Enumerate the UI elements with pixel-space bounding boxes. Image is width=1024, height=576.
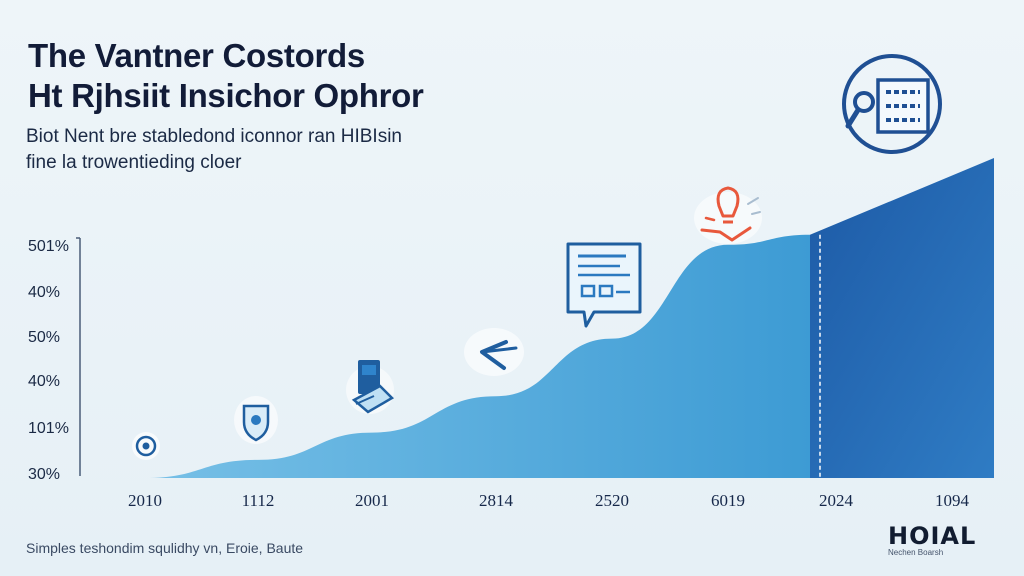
- brand-logo: HOIAL Nechen Boarsh: [888, 522, 998, 557]
- y-tick-label: 40%: [28, 284, 60, 301]
- chart-subtitle-line: Biot Nent bre stabledond iconnor ran HIB…: [26, 126, 402, 147]
- brand-tagline: Nechen Boarsh: [888, 548, 944, 557]
- footer-note: Simples teshondim squlidhy vn, Eroie, Ba…: [26, 540, 304, 556]
- document-chat-icon: [566, 242, 642, 328]
- x-tick-label: 1094: [935, 491, 970, 510]
- chart-title: The Vantner Costords Ht Rjhsiit Insichor…: [28, 36, 424, 116]
- brand-mark: HOIAL: [888, 522, 977, 550]
- chip-monitor-icon: [842, 54, 942, 154]
- y-tick-label: 30%: [28, 466, 60, 483]
- x-tick-label: 2814: [479, 491, 514, 510]
- arrow-icon: [464, 328, 524, 376]
- y-tick-label: 101%: [28, 420, 69, 437]
- x-tick-label: 2520: [595, 491, 629, 510]
- x-tick-label: 6019: [711, 491, 745, 510]
- chart-title-line: Ht Rjhsiit Insichor Ophror: [28, 77, 424, 114]
- x-tick-label: 1112: [242, 491, 275, 510]
- y-tick-label: 50%: [28, 329, 60, 346]
- lightbulb-icon: [694, 186, 762, 244]
- x-tick-label: 2001: [355, 491, 389, 510]
- y-tick-label: 40%: [28, 373, 60, 390]
- area-series: [86, 234, 810, 478]
- x-tick-label: 2024: [819, 491, 854, 510]
- shield-check-icon: [234, 396, 278, 444]
- y-tick-label: 501%: [28, 238, 69, 255]
- mailbox-icon: [346, 360, 395, 414]
- chart-subtitle-line: fine la trowentieding cloer: [26, 152, 242, 173]
- shield-badge-icon: [132, 432, 160, 460]
- area-highlight-band: [810, 158, 994, 478]
- chart-subtitle: Biot Nent bre stabledond iconnor ran HIB…: [26, 124, 402, 176]
- chart-title-line: The Vantner Costords: [28, 37, 365, 74]
- x-tick-label: 2010: [128, 491, 162, 510]
- y-axis: [76, 237, 81, 476]
